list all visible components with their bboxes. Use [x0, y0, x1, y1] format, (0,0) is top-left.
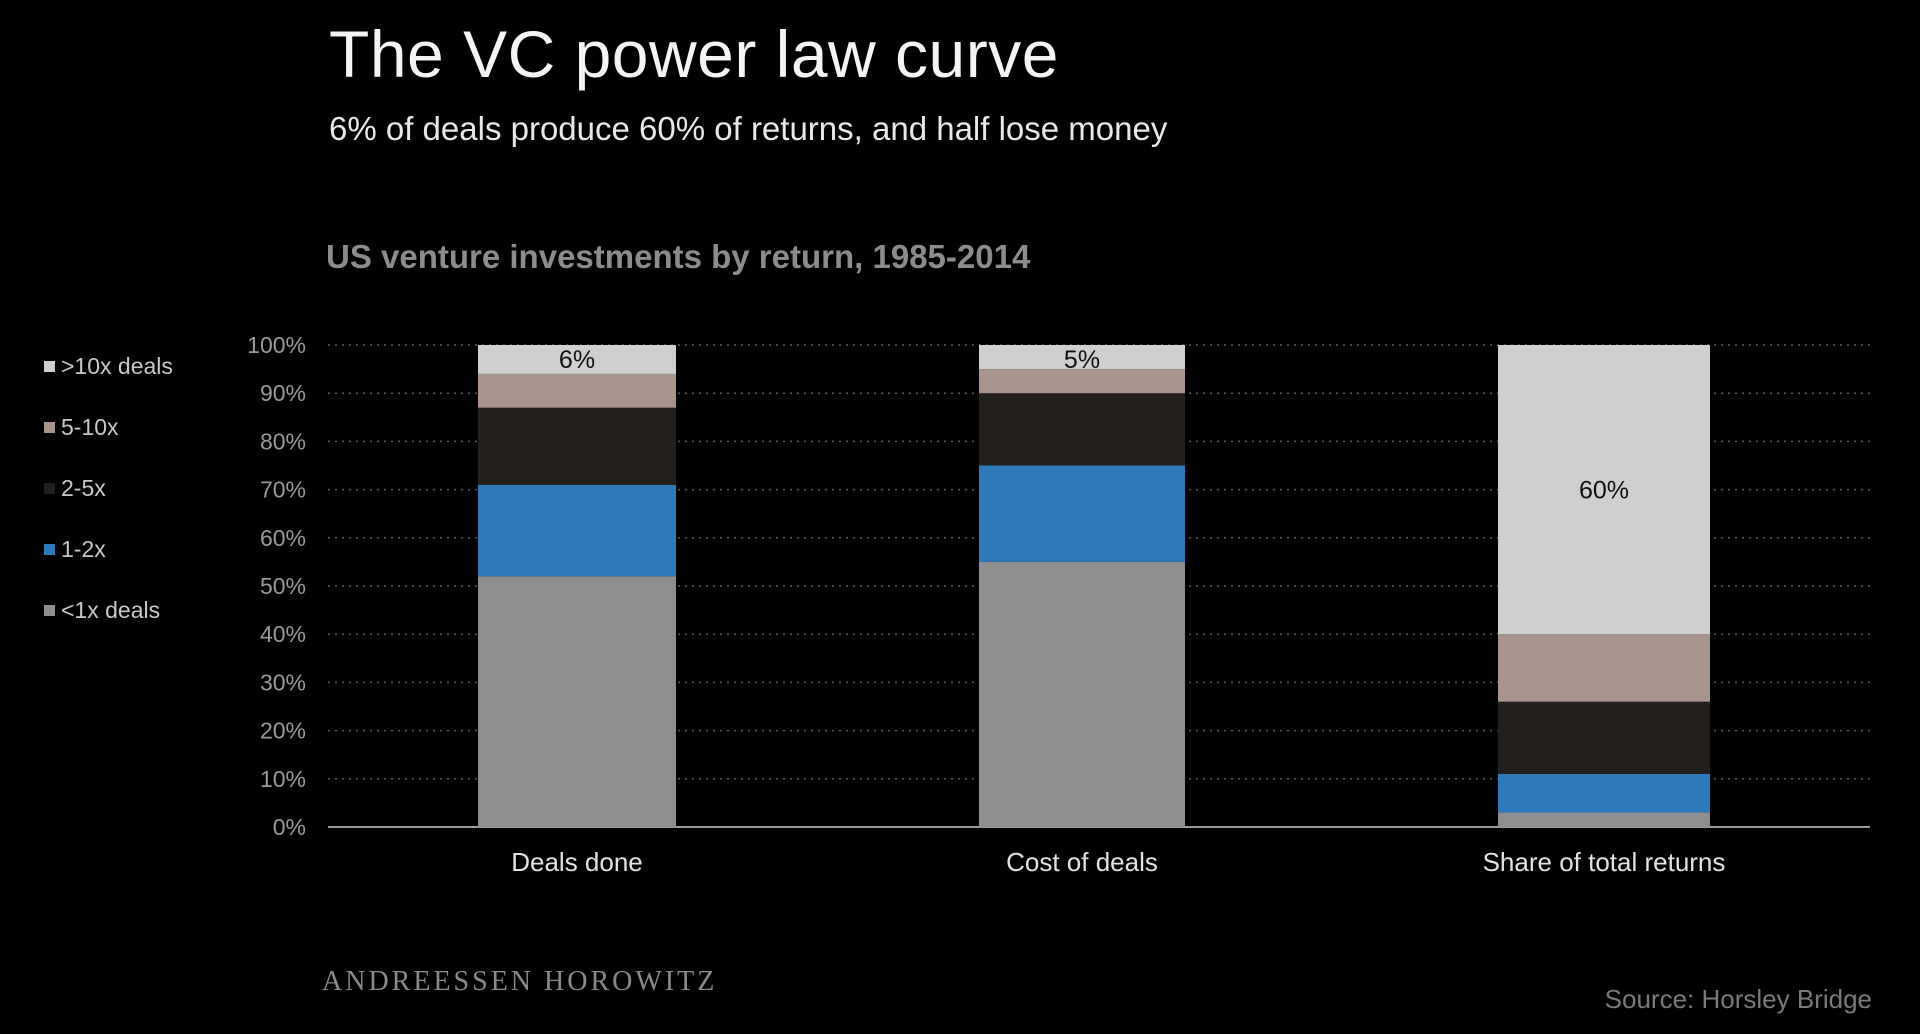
bar-segment	[478, 484, 676, 577]
x-category-label: Cost of deals	[1006, 847, 1158, 877]
slide-subtitle: 6% of deals produce 60% of returns, and …	[329, 110, 1168, 147]
legend-item-gt10x: >10x deals	[44, 336, 173, 397]
y-tick-label: 80%	[260, 428, 306, 454]
legend-item-1-2x: 1-2x	[44, 519, 173, 580]
legend-label-gt10x: >10x deals	[61, 353, 173, 379]
y-tick-label: 0%	[273, 814, 306, 840]
bar-segment	[979, 465, 1185, 562]
x-category-label: Deals done	[511, 847, 643, 877]
bar-segment	[979, 369, 1185, 394]
legend-label-1-2x: 1-2x	[61, 536, 106, 562]
bar-segment	[478, 576, 676, 827]
y-tick-label: 60%	[260, 525, 306, 551]
y-tick-label: 10%	[260, 766, 306, 792]
bar-segment	[979, 561, 1185, 827]
chart-title: US venture investments by return, 1985-2…	[326, 238, 1031, 275]
y-tick-label: 40%	[260, 621, 306, 647]
y-tick-label: 100%	[247, 332, 306, 358]
slide-title: The VC power law curve	[329, 17, 1059, 91]
y-tick-label: 30%	[260, 669, 306, 695]
y-tick-label: 20%	[260, 718, 306, 744]
bar-segment	[478, 345, 676, 374]
legend-label-lt1x: <1x deals	[61, 597, 161, 623]
bar-segment	[1498, 812, 1710, 827]
brand-logo-text: ANDREESSEN HOROWITZ	[322, 966, 718, 997]
bar-segment	[979, 393, 1185, 466]
data-label: 6%	[559, 346, 595, 374]
legend-label-2-5x: 2-5x	[61, 475, 106, 501]
source-note: Source: Horsley Bridge	[1604, 984, 1872, 1014]
bar-segment	[1498, 634, 1710, 702]
legend-item-5-10x: 5-10x	[44, 397, 173, 458]
x-category-label: Share of total returns	[1483, 847, 1726, 877]
y-tick-label: 50%	[260, 573, 306, 599]
legend-swatch-gt10x	[44, 361, 55, 372]
chart-legend: >10x deals 5-10x 2-5x 1-2x <1x deals	[44, 336, 173, 641]
bar-segment	[478, 373, 676, 408]
legend-swatch-1-2x	[44, 544, 55, 555]
legend-swatch-lt1x	[44, 605, 55, 616]
bar-segment	[1498, 773, 1710, 813]
bar-segment	[478, 407, 676, 485]
y-tick-label: 70%	[260, 477, 306, 503]
legend-label-5-10x: 5-10x	[61, 414, 119, 440]
bar-segment	[979, 345, 1185, 370]
legend-item-2-5x: 2-5x	[44, 458, 173, 519]
y-tick-label: 90%	[260, 380, 306, 406]
bar-segment	[1498, 701, 1710, 774]
legend-item-lt1x: <1x deals	[44, 580, 173, 641]
legend-swatch-2-5x	[44, 483, 55, 494]
bar-segment	[1498, 345, 1710, 635]
legend-swatch-5-10x	[44, 422, 55, 433]
data-label: 5%	[1064, 346, 1100, 374]
data-label: 60%	[1579, 477, 1629, 505]
